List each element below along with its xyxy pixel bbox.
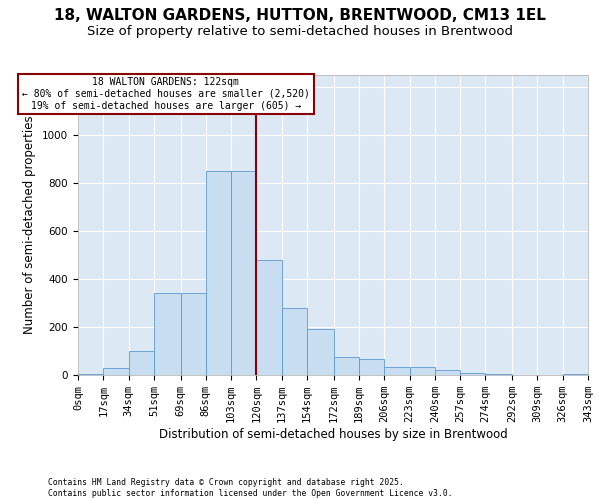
Text: Size of property relative to semi-detached houses in Brentwood: Size of property relative to semi-detach… <box>87 25 513 38</box>
Bar <box>563 374 588 375</box>
Bar <box>384 366 410 375</box>
Y-axis label: Number of semi-detached properties: Number of semi-detached properties <box>23 116 37 334</box>
Text: 18 WALTON GARDENS: 122sqm
← 80% of semi-detached houses are smaller (2,520)
19% : 18 WALTON GARDENS: 122sqm ← 80% of semi-… <box>22 78 310 110</box>
Bar <box>206 171 231 375</box>
Bar <box>103 368 128 375</box>
Bar <box>128 351 154 375</box>
Bar <box>435 370 460 375</box>
Bar <box>256 260 282 375</box>
Bar <box>78 374 103 375</box>
Text: Contains HM Land Registry data © Crown copyright and database right 2025.
Contai: Contains HM Land Registry data © Crown c… <box>48 478 452 498</box>
Bar <box>231 171 256 375</box>
Bar <box>334 357 359 375</box>
Bar <box>410 366 435 375</box>
Bar <box>485 374 512 375</box>
Bar <box>282 308 307 375</box>
Bar <box>154 294 181 375</box>
Bar <box>181 294 206 375</box>
X-axis label: Distribution of semi-detached houses by size in Brentwood: Distribution of semi-detached houses by … <box>158 428 508 441</box>
Bar <box>460 372 485 375</box>
Bar <box>359 360 384 375</box>
Text: 18, WALTON GARDENS, HUTTON, BRENTWOOD, CM13 1EL: 18, WALTON GARDENS, HUTTON, BRENTWOOD, C… <box>54 8 546 22</box>
Bar <box>307 330 334 375</box>
